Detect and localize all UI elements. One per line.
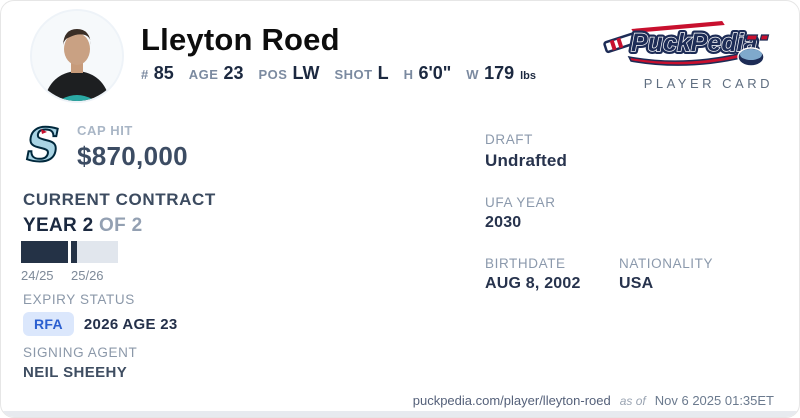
rfa-status-badge: RFA [23, 312, 74, 336]
brand-tagline: PLAYER CARD [643, 76, 773, 91]
contract-year-current: YEAR 2 [23, 215, 94, 236]
snapshot-timestamp: Nov 6 2025 01:35ET [654, 393, 774, 408]
contract-season-bars: 24/25 25/26 [21, 241, 118, 283]
nationality-value: USA [619, 275, 654, 292]
birthdate-value: AUG 8, 2002 [485, 275, 581, 292]
cap-hit-value: $870,000 [77, 141, 188, 171]
nationality-group: NATIONALITY USA [619, 256, 713, 293]
expiry-status-label: EXPIRY STATUS [23, 292, 135, 307]
season-label: 25/26 [71, 268, 104, 283]
stat-age: AGE 23 [188, 63, 244, 83]
season-bar-fill [71, 241, 118, 263]
season-bar-2425: 24/25 [21, 241, 68, 283]
contract-year-line: YEAR 2 OF 2 [23, 215, 142, 237]
stat-position: POS LW [258, 63, 320, 83]
expiry-status-row: RFA 2026 AGE 23 [23, 312, 178, 336]
current-contract-title: CURRENT CONTRACT [23, 190, 216, 209]
team-logo-kraken-icon: S [21, 117, 65, 173]
ufa-year-value: 2030 [485, 214, 522, 231]
player-name: Lleyton Roed [141, 22, 340, 57]
puckpedia-logo-icon: PuckPedia PuckPedia [603, 21, 770, 67]
signing-agent-label: SIGNING AGENT [23, 345, 138, 360]
footer: puckpedia.com/player/lleyton-roed as of … [413, 393, 774, 408]
season-label: 24/25 [21, 268, 54, 283]
stat-shot: SHOT L [334, 63, 389, 83]
nationality-label: NATIONALITY [619, 256, 714, 271]
svg-text:PuckPedia: PuckPedia [631, 29, 758, 57]
stat-height: H 6'0" [403, 63, 452, 83]
signing-agent-value: NEIL SHEEHY [23, 364, 128, 381]
draft-group: DRAFT Undrafted [485, 132, 713, 171]
svg-text:S: S [26, 119, 59, 171]
player-photo-illustration [32, 11, 122, 101]
season-bar-fill [21, 241, 68, 263]
player-details: DRAFT Undrafted UFA YEAR 2030 BIRTHDATE … [485, 132, 713, 293]
draft-label: DRAFT [485, 132, 533, 147]
draft-value: Undrafted [485, 151, 568, 170]
season-bar-2526: 25/26 [71, 241, 118, 283]
contract-year-total: OF 2 [99, 215, 143, 236]
player-vitals: # 85 AGE 23 POS LW SHOT L H 6'0" W 179 [141, 63, 536, 84]
ufa-year-group: UFA YEAR 2030 [485, 195, 713, 232]
bottom-accent-strip [1, 411, 799, 417]
stat-number: # 85 [141, 63, 174, 83]
player-photo [30, 9, 124, 103]
birthdate-label: BIRTHDATE [485, 256, 566, 271]
stat-weight: W 179 lbs [466, 63, 537, 83]
cap-hit-label: CAP HIT [77, 123, 133, 138]
birthdate-group: BIRTHDATE AUG 8, 2002 [485, 256, 585, 293]
expiry-detail: 2026 AGE 23 [83, 315, 178, 333]
ufa-year-label: UFA YEAR [485, 195, 556, 210]
birth-nationality-row: BIRTHDATE AUG 8, 2002 NATIONALITY USA [485, 256, 713, 293]
puckpedia-brand: PuckPedia PuckPedia PLAYER CARD [603, 13, 773, 91]
as-of-label: as of [619, 394, 646, 408]
player-url-link[interactable]: puckpedia.com/player/lleyton-roed [412, 393, 611, 408]
